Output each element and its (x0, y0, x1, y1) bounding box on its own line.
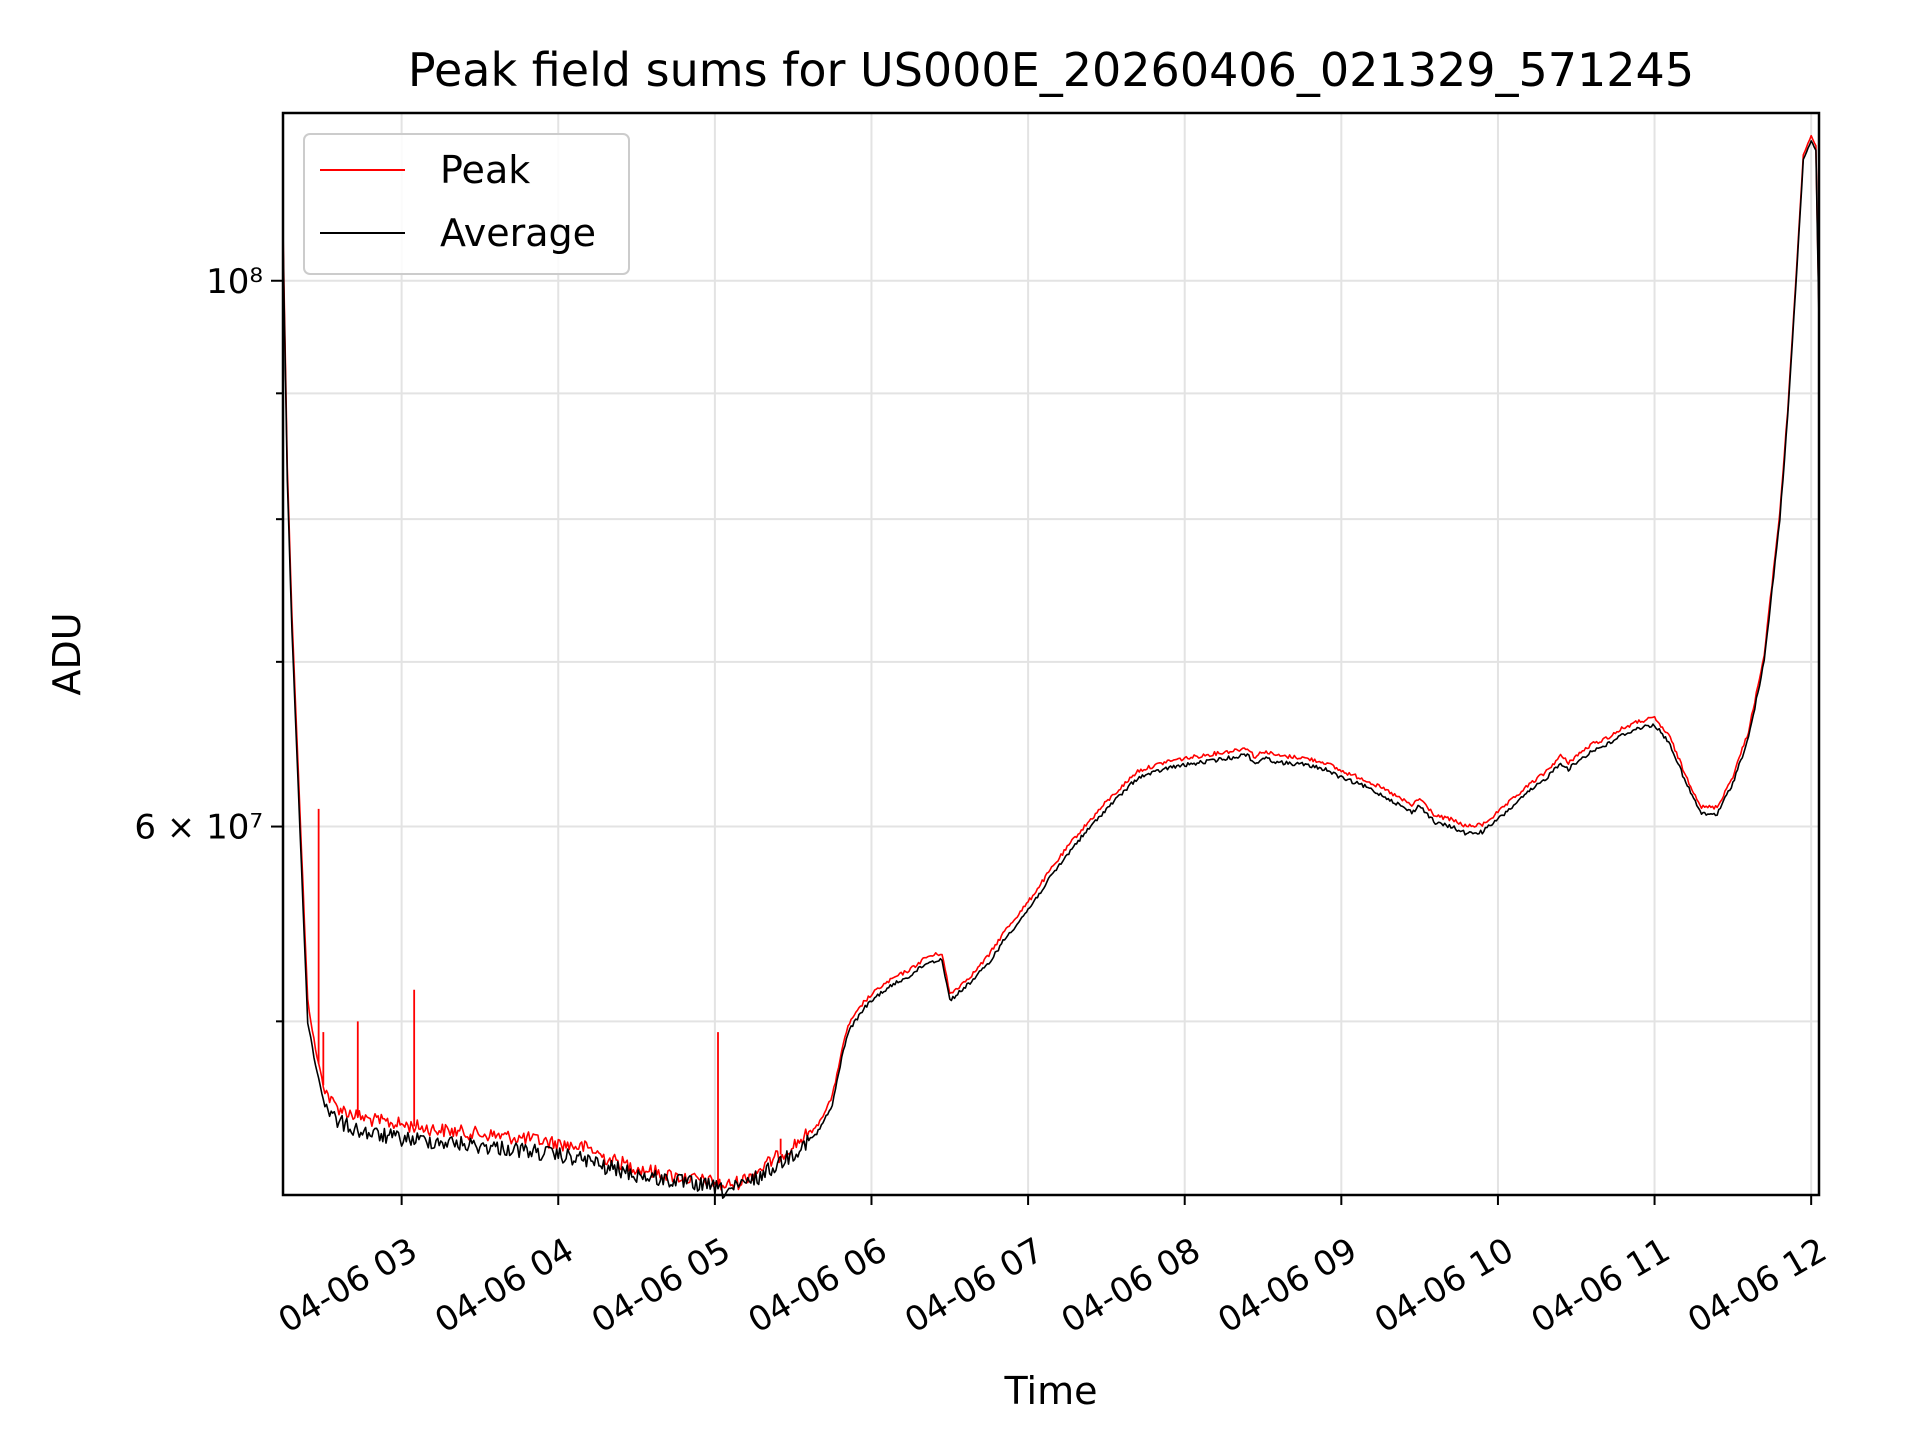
y-tick-label: 10⁸ (206, 262, 263, 302)
series-line-average (282, 140, 1820, 1199)
series-line-peak (282, 134, 1820, 1191)
y-tick-label: 6 × 10⁷ (134, 808, 263, 848)
legend-label-peak: Peak (440, 148, 530, 192)
plot-frame (281, 111, 1821, 1197)
legend: Peak Average (303, 133, 630, 275)
y-axis-label: ADU (45, 612, 89, 695)
chart-title: Peak field sums for US000E_20260406_0213… (408, 43, 1694, 97)
plot-series (282, 134, 1820, 1199)
x-axis-label: Time (1004, 1369, 1098, 1413)
grid (283, 113, 1819, 1195)
axis-ticks (271, 279, 1813, 1205)
legend-label-average: Average (440, 211, 596, 255)
